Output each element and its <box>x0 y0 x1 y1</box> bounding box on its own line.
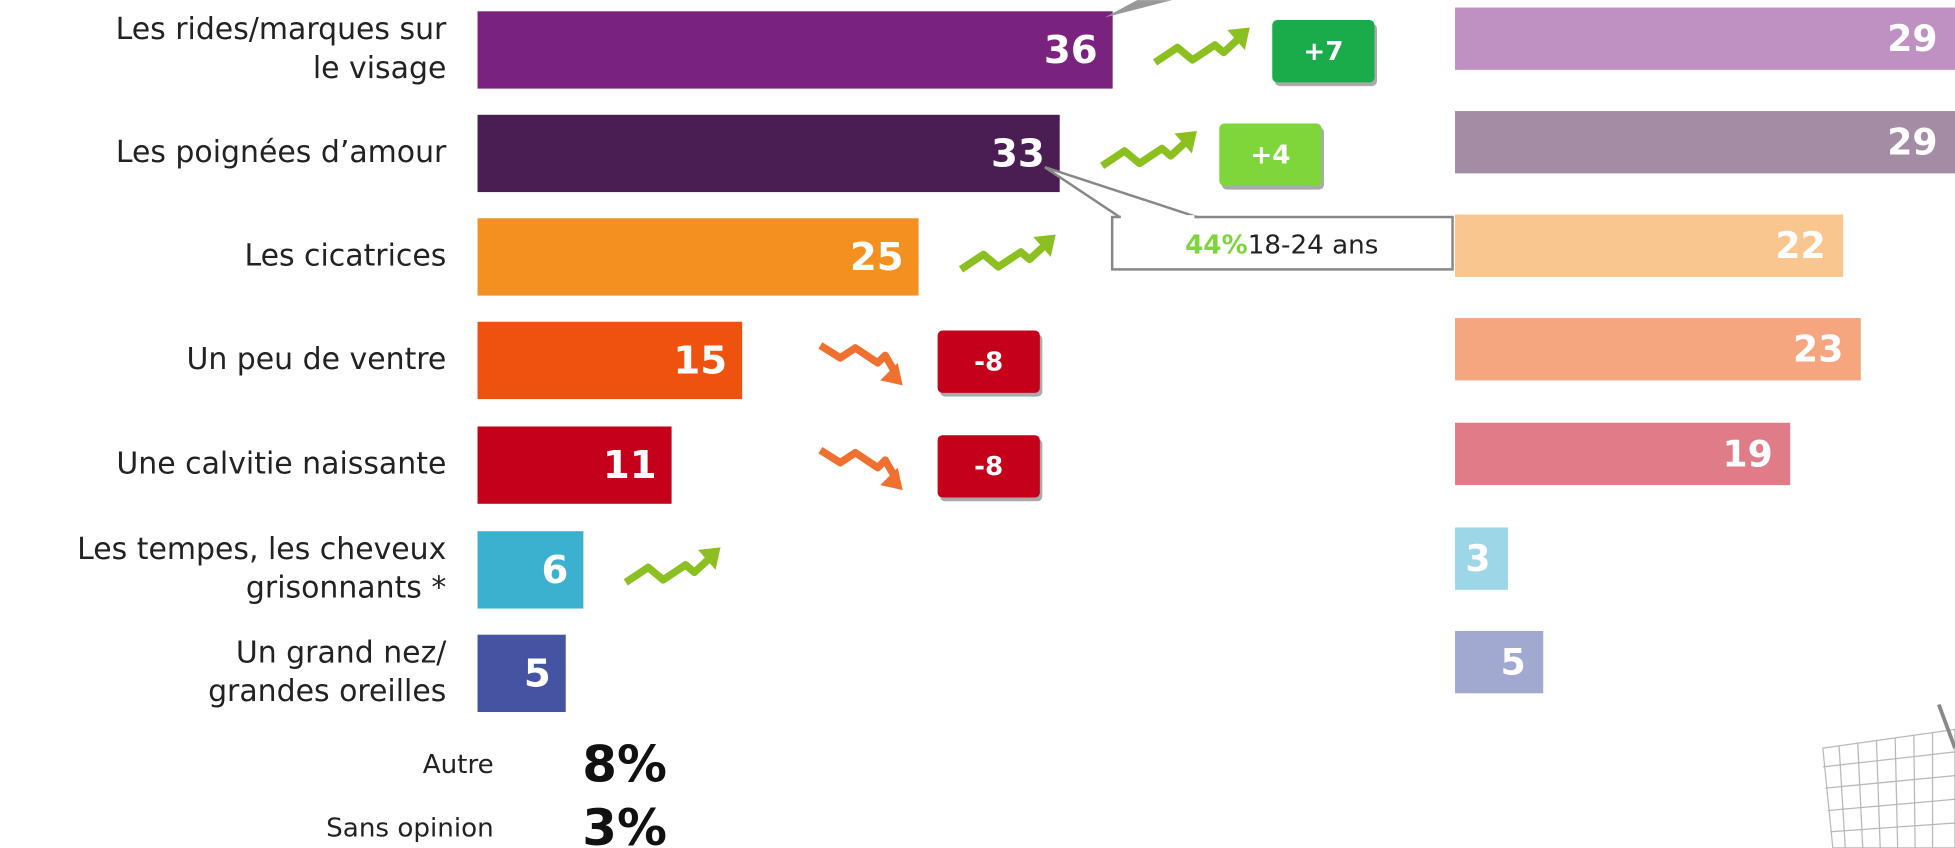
trend-line <box>1100 138 1190 170</box>
value-label: 5 <box>1501 641 1526 684</box>
bar <box>1455 527 1508 590</box>
change-badge <box>937 330 1040 393</box>
category-label: Les rides/marques sur <box>116 12 447 47</box>
bar <box>1455 7 1955 70</box>
trend-line <box>623 554 714 586</box>
callout-desc: 18-24 ans <box>1248 230 1379 260</box>
callout-text: 44%18-24 ans <box>1185 230 1378 260</box>
change-badge <box>1219 123 1322 186</box>
trend-head <box>1227 27 1250 50</box>
value-label: 3 <box>1465 537 1490 580</box>
other-label: Autre <box>423 750 494 780</box>
trend-head <box>880 467 903 491</box>
bar <box>477 11 1113 89</box>
category-label: Les cicatrices <box>244 238 446 273</box>
category-label: Un peu de ventre <box>186 342 446 377</box>
trend-arrow <box>623 547 721 586</box>
value-label: 22 <box>1775 224 1825 267</box>
bar <box>477 634 566 713</box>
bar <box>1455 318 1861 381</box>
trend-line <box>818 447 899 480</box>
change-label: -8 <box>974 347 1003 377</box>
change-label: +7 <box>1303 37 1343 67</box>
change-label: -8 <box>974 452 1003 482</box>
change-badge <box>937 435 1040 498</box>
value-label: 33 <box>991 131 1045 176</box>
trend-head <box>1174 130 1197 154</box>
value-label: 11 <box>603 443 657 488</box>
trend-head <box>698 547 721 570</box>
trend-line <box>958 241 1049 273</box>
bar <box>477 218 919 296</box>
category-label: grandes oreilles <box>208 674 446 709</box>
other-value: 3% <box>582 799 667 848</box>
value-label: 15 <box>673 338 727 383</box>
bar <box>477 531 584 609</box>
trend-line <box>818 342 899 375</box>
trend-head <box>1033 234 1056 257</box>
bar <box>1455 214 1844 277</box>
trend-line <box>1152 34 1243 66</box>
callout-pointer <box>1104 0 1173 18</box>
change-badge <box>1272 20 1375 83</box>
value-label: 23 <box>1793 328 1843 371</box>
category-label: grisonnants * <box>246 571 446 606</box>
callout-box <box>1110 215 1454 271</box>
category-label: le visage <box>313 51 447 86</box>
trend-arrow <box>1152 27 1250 66</box>
value-label: 6 <box>542 548 569 593</box>
trend-arrow <box>818 447 903 491</box>
bar <box>1455 422 1791 486</box>
bar <box>1455 111 1955 174</box>
category-label: Les poignées d’amour <box>116 135 447 170</box>
value-label: 25 <box>850 235 904 280</box>
other-label: Sans opinion <box>326 814 494 844</box>
bar <box>477 321 743 400</box>
value-label: 29 <box>1887 17 1937 60</box>
trend-head <box>880 362 903 386</box>
value-label: 36 <box>1044 28 1098 73</box>
change-label: +4 <box>1250 140 1290 170</box>
bar <box>1455 630 1544 694</box>
trend-arrow <box>1100 130 1197 170</box>
value-label: 5 <box>524 651 551 696</box>
basket-decoration <box>1822 703 1955 848</box>
callout-value: 44% <box>1185 230 1248 260</box>
trend-arrow <box>958 234 1056 273</box>
value-label: 19 <box>1722 432 1772 475</box>
other-value: 8% <box>582 736 667 794</box>
bar <box>477 426 672 504</box>
trend-arrow <box>818 342 903 386</box>
category-label: Une calvitie naissante <box>116 447 446 482</box>
bar <box>477 114 1060 193</box>
category-label: Les tempes, les cheveux <box>77 532 446 567</box>
callout-pointer <box>1044 165 1198 219</box>
category-label: Un grand nez/ <box>236 636 447 671</box>
value-label: 29 <box>1887 121 1937 164</box>
